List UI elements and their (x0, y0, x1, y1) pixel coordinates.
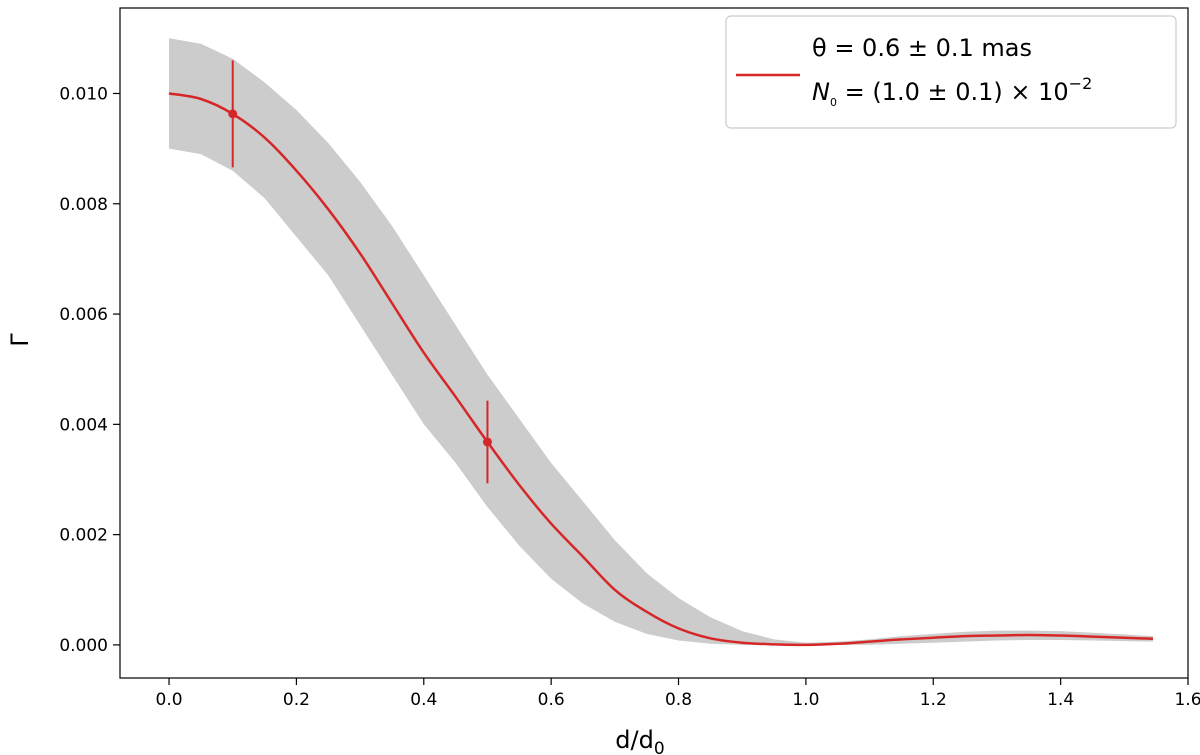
y-tick-label: 0.002 (59, 526, 108, 546)
data-point (482, 437, 492, 447)
y-axis-ticks: 0.000 0.002 0.004 0.006 0.008 0.010 (59, 84, 120, 656)
y-tick-label: 0.006 (59, 305, 108, 325)
y-tick-label: 0.004 (59, 415, 108, 435)
y-tick-label: 0.008 (59, 195, 108, 215)
legend-entry-n0: N0 = (1.0 ± 0.1) × 10−2 (812, 74, 1092, 109)
errorbar-layer (228, 60, 492, 484)
legend-box (725, 15, 1177, 129)
y-tick-label: 0.000 (59, 636, 108, 656)
x-tick-label: 0.4 (410, 690, 437, 710)
x-tick-label: 0.8 (665, 690, 692, 710)
legend-entry-theta: θ = 0.6 ± 0.1 mas (812, 34, 1032, 62)
x-tick-label: 1.2 (920, 690, 947, 710)
x-tick-label: 0.2 (283, 690, 310, 710)
x-axis-label: d/d0 (615, 726, 664, 755)
legend: θ = 0.6 ± 0.1 mas N0 = (1.0 ± 0.1) × 10−… (725, 15, 1177, 129)
x-tick-label: 1.4 (1047, 690, 1074, 710)
series-line-layer (168, 92, 1154, 647)
y-axis-label: Γ (6, 333, 34, 347)
y-tick-label: 0.010 (59, 84, 108, 104)
x-tick-label: 1.0 (792, 690, 819, 710)
x-tick-label: 1.6 (1174, 690, 1200, 710)
plot-frame (119, 7, 1189, 679)
x-tick-label: 0.0 (156, 690, 183, 710)
series-line (168, 92, 1154, 647)
data-point (228, 109, 238, 119)
uncertainty-band-layer (169, 38, 1153, 645)
uncertainty-band (169, 38, 1153, 645)
x-axis-ticks: 0.0 0.2 0.4 0.6 0.8 1.0 1.2 1.4 1.6 (156, 678, 1200, 710)
x-tick-label: 0.6 (538, 690, 565, 710)
